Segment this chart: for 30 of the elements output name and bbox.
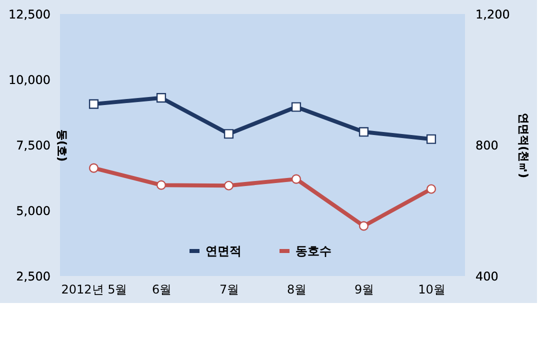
- y2-tick-label: 1,200: [476, 8, 510, 22]
- x-tick-label: 9월: [354, 282, 374, 296]
- y-tick-label: 12,500: [8, 8, 50, 22]
- y-axis-title: 동(호): [56, 129, 69, 162]
- point: [291, 102, 302, 112]
- point: [224, 180, 234, 190]
- legend-label: 동호수: [296, 244, 332, 258]
- y-tick-label: 2,500: [16, 270, 50, 284]
- point: [156, 93, 166, 103]
- legend-label: 연면적: [206, 244, 242, 258]
- point: [426, 134, 436, 144]
- y2-axis-title: 연면적(천㎡): [516, 112, 530, 178]
- y2-tick-label: 800: [476, 138, 498, 152]
- y-tick-label: 10,000: [8, 73, 50, 87]
- x-tick-label: 8월: [286, 282, 307, 296]
- point: [156, 180, 166, 190]
- point: [291, 174, 302, 184]
- x-tick-label: 10월: [418, 282, 446, 296]
- point: [358, 127, 369, 137]
- point: [88, 99, 99, 109]
- x-tick-label: 2012년 5월: [61, 282, 128, 296]
- point: [358, 221, 369, 231]
- point: [88, 163, 99, 173]
- x-tick-label: 6월: [152, 282, 172, 296]
- point: [426, 184, 436, 194]
- x-tick-label: 7월: [219, 282, 240, 296]
- y-tick-label: 5,000: [16, 204, 50, 218]
- y2-tick-label: 400: [476, 270, 498, 284]
- point: [224, 129, 234, 139]
- y-tick-label: 7,500: [16, 138, 50, 152]
